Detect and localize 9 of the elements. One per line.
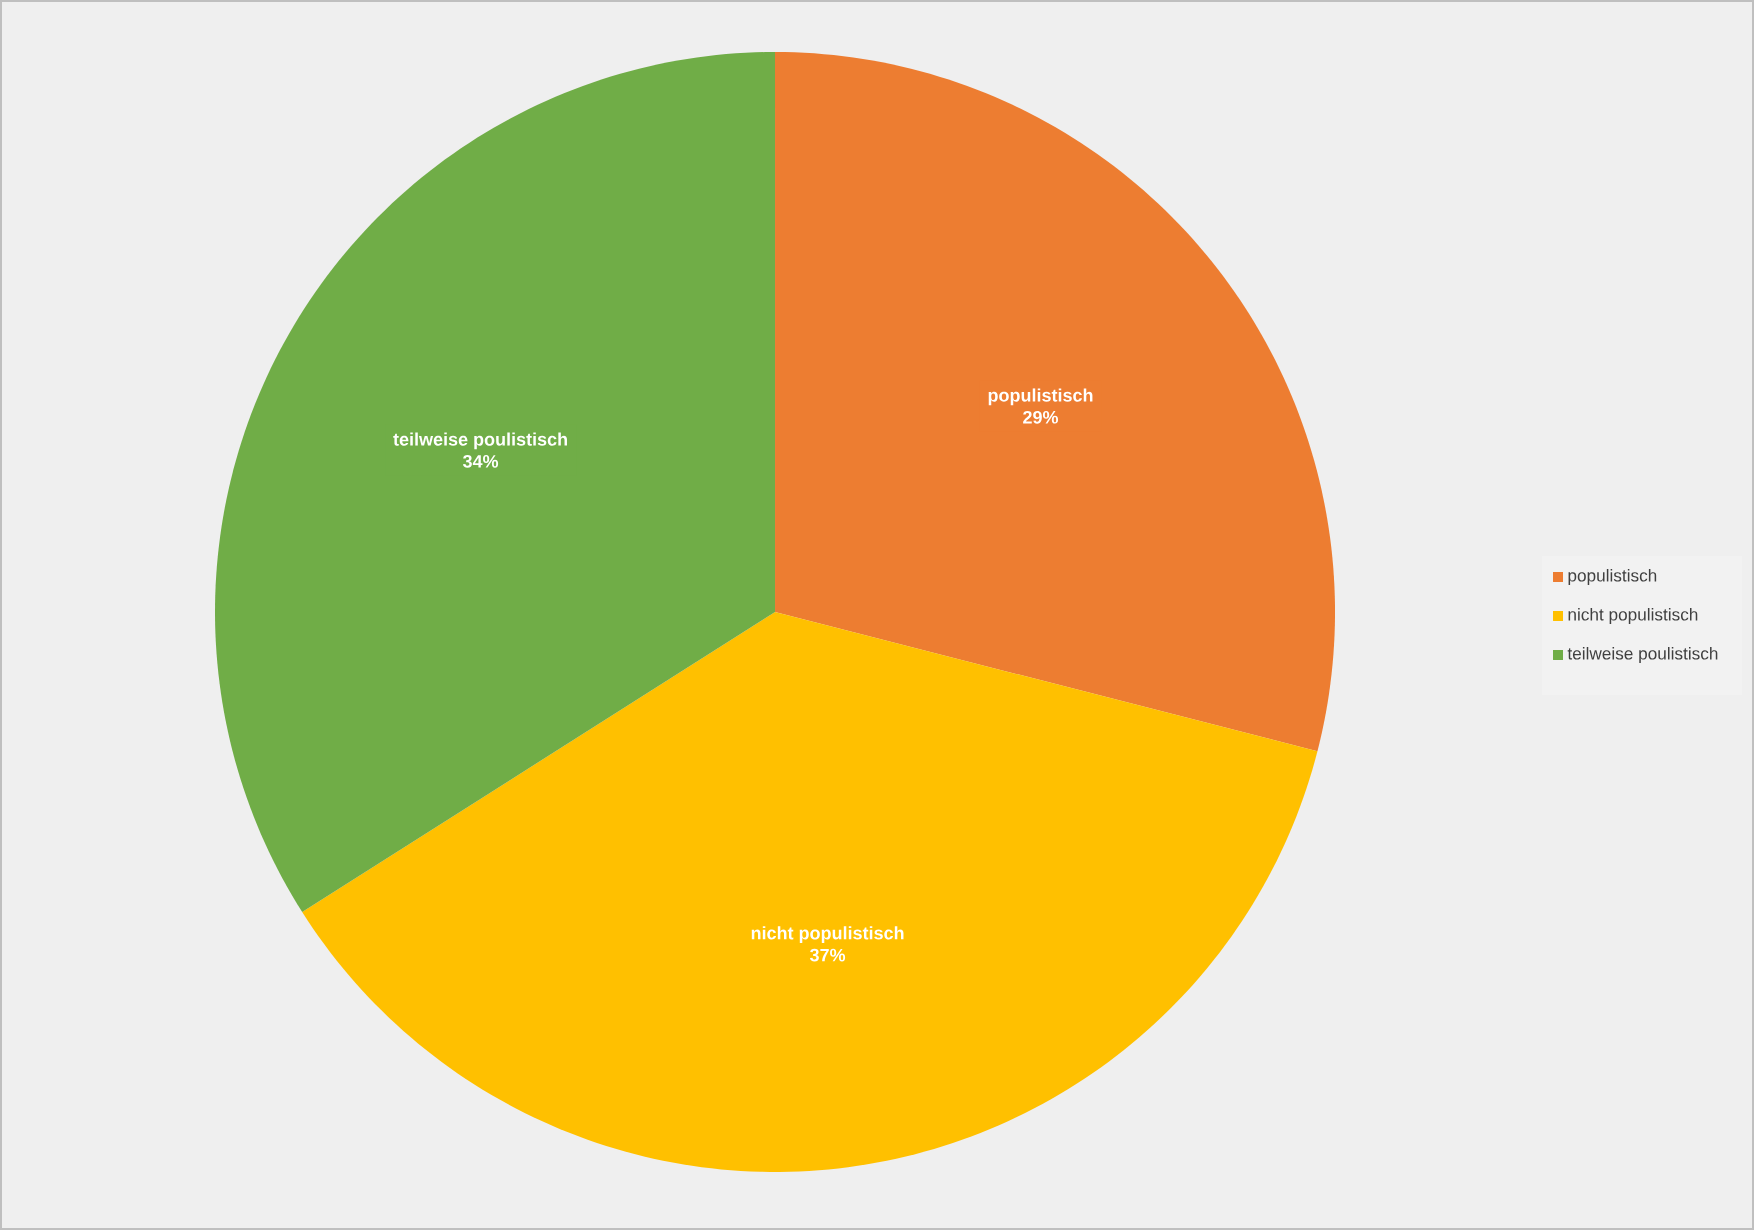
legend-label: populistisch: [1568, 568, 1657, 586]
slice-label: nicht populistisch: [751, 926, 904, 944]
data-label: 37%: [809, 948, 846, 962]
slice-label: populistisch: [988, 388, 1093, 406]
data-label: 34%: [462, 454, 499, 468]
legend-label: teilweise poulistisch: [1567, 646, 1718, 664]
legend-label: nicht populistisch: [1568, 607, 1698, 625]
slice-label: teilweise poulistisch: [393, 432, 567, 450]
data-label: 29%: [1023, 410, 1059, 424]
